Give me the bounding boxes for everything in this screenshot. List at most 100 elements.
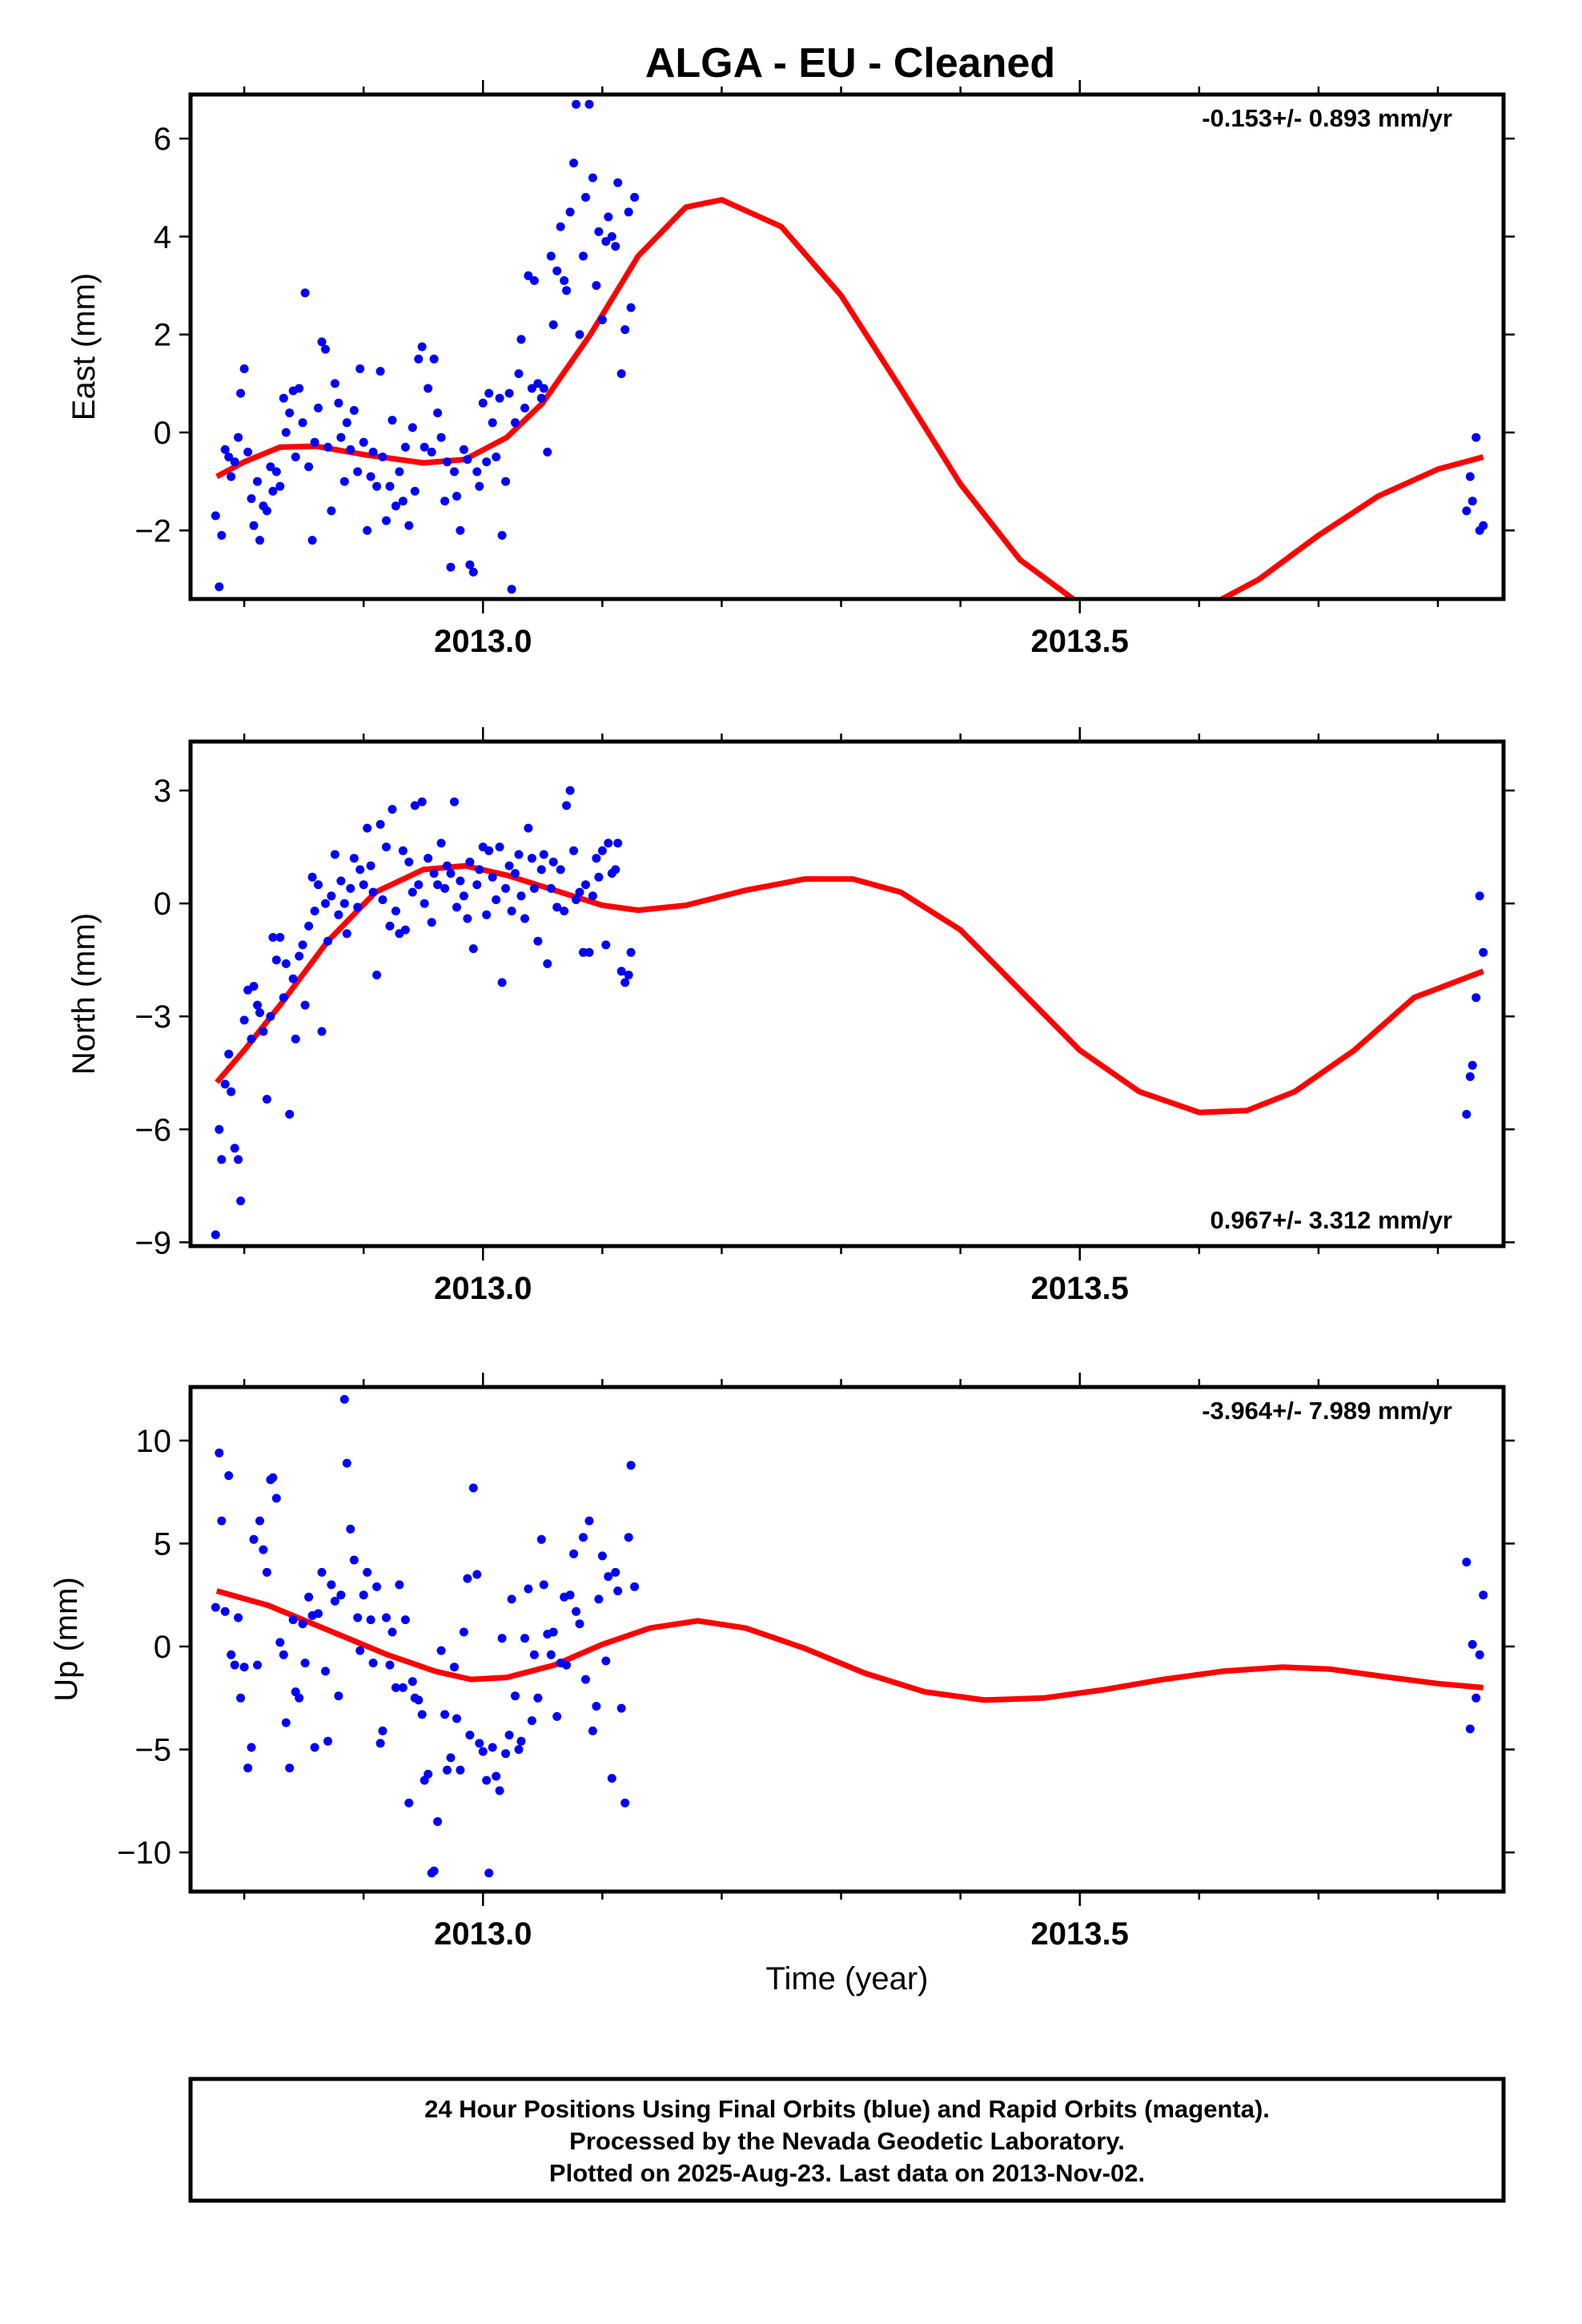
east-data-point (224, 452, 234, 462)
north-y-tick-label: −3 (135, 999, 171, 1035)
up-data-point (626, 1461, 636, 1470)
north-data-point (359, 880, 368, 890)
east-data-point (314, 404, 323, 412)
east-data-point (375, 367, 385, 376)
east-data-point (552, 266, 562, 275)
east-data-point (524, 271, 533, 280)
north-data-point (336, 876, 346, 886)
north-data-point (465, 857, 475, 866)
east-data-point (613, 178, 623, 187)
east-data-point (243, 448, 253, 456)
up-data-point (552, 1711, 562, 1721)
up-rate-label: -3.964+/- 7.989 mm/yr (1202, 1397, 1452, 1425)
up-data-point (285, 1763, 295, 1773)
north-data-point (400, 925, 410, 935)
up-data-point (443, 1765, 452, 1775)
north-data-point (472, 880, 482, 890)
north-data-point (288, 974, 298, 983)
up-data-point (450, 1663, 459, 1672)
north-data-point (339, 899, 349, 908)
east-data-point (495, 393, 504, 403)
up-data-point (424, 1769, 433, 1779)
up-data-point (607, 1774, 616, 1783)
up-data-point (452, 1714, 461, 1723)
up-data-point (220, 1606, 230, 1616)
east-data-point (616, 369, 626, 379)
up-x-tick-label: 2013.0 (434, 1916, 532, 1952)
east-data-point (420, 442, 429, 452)
up-data-point (604, 1572, 613, 1582)
up-data-point (334, 1691, 343, 1701)
north-panel: −9 −6 −3 0 3 2013.0 2013.5 North (mm) 0.967+/- 3… (66, 727, 1515, 1306)
east-data-point (556, 222, 565, 231)
east-data-point (630, 192, 640, 202)
north-data-point (575, 887, 584, 897)
north-data-point (372, 971, 382, 979)
east-data-point (372, 481, 382, 491)
east-x-tick-label: 2013.0 (434, 624, 532, 659)
up-data-point (468, 1483, 478, 1493)
up-data-point (336, 1590, 346, 1600)
north-data-point (295, 951, 304, 961)
east-data-point (275, 481, 285, 491)
up-data-point (349, 1555, 359, 1565)
east-data-point (291, 452, 300, 462)
up-data-point (339, 1394, 349, 1404)
east-plot-area (211, 99, 1488, 599)
north-data-point (604, 838, 613, 848)
north-data-point (249, 982, 259, 991)
east-data-point (514, 369, 524, 379)
north-data-point (1465, 1072, 1475, 1081)
east-data-point (321, 344, 330, 354)
up-data-point (456, 1765, 465, 1775)
east-data-point (475, 481, 484, 491)
north-data-point (482, 910, 492, 919)
north-data-point (382, 842, 391, 852)
east-data-point (330, 379, 339, 388)
east-data-point (211, 511, 220, 521)
up-data-point (378, 1726, 387, 1735)
north-data-point (516, 891, 526, 901)
east-y-tick-label: 2 (154, 318, 171, 353)
north-data-point (520, 914, 529, 923)
up-data-point (417, 1710, 427, 1719)
east-data-point (247, 494, 256, 504)
up-data-point (594, 1594, 604, 1604)
east-data-point (592, 281, 601, 290)
east-data-point (366, 472, 375, 481)
footer-line-1: 24 Hour Positions Using Final Orbits (bl… (424, 2095, 1270, 2123)
up-data-point (375, 1739, 385, 1748)
up-data-point (317, 1567, 327, 1577)
north-y-tick-label: −9 (135, 1225, 171, 1261)
up-fit-curve (215, 1588, 1484, 1703)
east-rate-label: -0.153+/- 0.893 mm/yr (1202, 104, 1452, 132)
up-data-point (395, 1580, 404, 1590)
east-data-point (298, 418, 307, 428)
up-data-point (597, 1551, 607, 1561)
east-data-point (478, 398, 488, 408)
up-data-point (253, 1660, 262, 1670)
east-data-point (427, 448, 436, 456)
north-data-point (255, 1008, 264, 1017)
north-data-point (475, 865, 484, 875)
north-data-point (436, 838, 446, 848)
up-data-point (472, 1570, 482, 1579)
east-data-point (569, 159, 579, 168)
up-data-point (475, 1739, 484, 1748)
north-data-point (410, 801, 420, 810)
north-data-point (592, 854, 601, 863)
north-data-point (468, 944, 478, 954)
up-data-point (478, 1747, 488, 1756)
up-data-point (217, 1516, 227, 1526)
north-data-point (355, 865, 365, 875)
up-data-point (497, 1634, 507, 1643)
up-data-point (211, 1602, 220, 1612)
up-data-point (275, 1638, 285, 1647)
east-data-point (404, 521, 414, 530)
up-data-point (281, 1718, 291, 1727)
east-data-point (1468, 497, 1477, 506)
up-data-point (529, 1650, 539, 1659)
east-data-point (565, 207, 575, 217)
up-data-point (268, 1473, 278, 1482)
north-data-point (616, 967, 626, 976)
